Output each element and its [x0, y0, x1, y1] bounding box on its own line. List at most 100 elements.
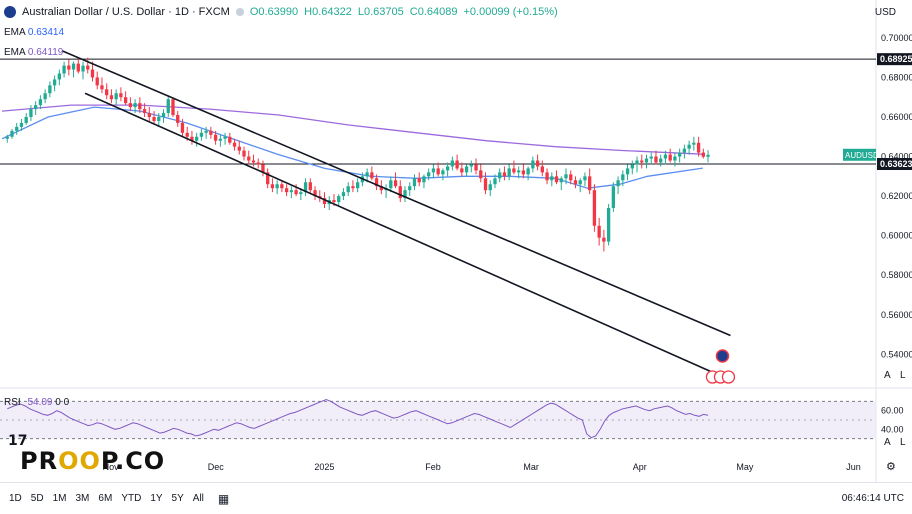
candle-body	[445, 166, 450, 171]
timeframe-1m[interactable]: 1M	[52, 493, 67, 504]
candle-body	[427, 172, 431, 177]
chart-canvas[interactable]: 0.70000 0.68000 0.66000 0.64000 0.62000 0.600…	[0, 0, 912, 482]
timeframe-5d[interactable]: 5D	[30, 493, 44, 504]
y-tick-label-4: 0.62000	[881, 191, 912, 201]
candle-body	[578, 180, 582, 185]
candle	[540, 160, 544, 177]
log-scale-button[interactable]: L	[900, 370, 906, 381]
candle	[422, 174, 426, 189]
candle	[569, 170, 573, 185]
candle-body	[630, 164, 634, 169]
candle-body	[507, 168, 511, 177]
candle-body	[516, 170, 521, 173]
candle-body	[176, 115, 180, 123]
candle	[659, 154, 663, 167]
rsi-legend[interactable]: RSI 54.09 0 0	[4, 397, 69, 408]
candle-body	[488, 184, 492, 191]
candle	[142, 103, 147, 117]
current-price-symbol-label: AUDUSD	[845, 151, 879, 160]
candle	[19, 118, 24, 131]
candle	[199, 128, 204, 141]
candle-body	[408, 186, 412, 191]
candle-body	[161, 113, 166, 117]
candle	[10, 128, 14, 139]
timeframe-ytd[interactable]: YTD	[121, 493, 142, 504]
candle	[488, 180, 492, 197]
candle-body	[398, 186, 402, 199]
candle	[606, 204, 611, 246]
candle-body	[114, 93, 118, 100]
candle-body	[19, 122, 24, 127]
candle-body	[223, 136, 227, 139]
tradingview-logo: 17	[8, 433, 28, 449]
auto-scale-button[interactable]: A	[884, 370, 891, 381]
candle-body	[57, 73, 61, 80]
timeframe-1y[interactable]: 1Y	[150, 493, 163, 504]
candle-body	[67, 65, 71, 70]
chart-settings-gear-icon[interactable]: ⚙	[886, 461, 896, 473]
ema-slow-legend[interactable]: EMA 0.64119	[4, 47, 63, 58]
rsi-log-scale-button[interactable]: L	[900, 437, 906, 448]
trendline-0	[61, 50, 731, 337]
candle-body	[696, 142, 701, 153]
candle-body	[663, 154, 668, 159]
timeframe-6m[interactable]: 6M	[98, 493, 113, 504]
candle-body	[379, 186, 383, 191]
candle	[218, 134, 222, 147]
bottom-toolbar: 1D 5D 1M 3M 6M YTD 1Y 5Y All ▦ 06:46:14 …	[0, 482, 912, 514]
candle	[270, 178, 275, 193]
logo-goggles-icon: OO	[58, 447, 101, 475]
symbol-title[interactable]: Australian Dollar / U.S. Dollar · 1D · F…	[22, 6, 230, 18]
ohlc-close: C0.64089	[409, 6, 458, 18]
candle	[161, 109, 166, 123]
candle	[147, 107, 151, 121]
candle-body	[299, 192, 303, 195]
candle-body	[531, 160, 535, 169]
utc-clock[interactable]: 06:46:14 UTC	[841, 493, 904, 504]
candle	[71, 61, 76, 78]
candle-body	[341, 192, 346, 197]
candle-body	[209, 130, 213, 135]
candle-body	[540, 166, 544, 173]
timeframe-5y[interactable]: 5Y	[171, 493, 184, 504]
candle	[15, 122, 19, 135]
candle-body	[218, 138, 222, 141]
candle	[43, 89, 47, 104]
candle-body	[403, 190, 407, 199]
candle-body	[332, 200, 336, 203]
candle	[427, 168, 431, 181]
date-range-calendar-icon[interactable]: ▦	[217, 491, 230, 506]
candle-body	[677, 152, 682, 157]
currency-selector[interactable]: USD	[874, 7, 896, 18]
candle-body	[190, 136, 194, 141]
candle	[673, 152, 677, 167]
horizontal-level-label-0: 0.68925	[880, 54, 912, 64]
candle	[247, 150, 251, 165]
candle	[128, 97, 133, 112]
ema-slow-value: 0.64119	[27, 47, 64, 58]
candle-body	[616, 180, 620, 187]
candle-body	[147, 113, 151, 117]
candle-body	[483, 178, 488, 191]
timeframe-3m[interactable]: 3M	[75, 493, 90, 504]
timeframe-all[interactable]: All	[192, 493, 204, 504]
candle	[597, 217, 601, 246]
candle-body	[38, 99, 43, 106]
candle-body	[559, 178, 563, 183]
candle	[621, 170, 625, 187]
candle-body	[464, 166, 469, 173]
y-tick-label-0: 0.70000	[881, 33, 912, 43]
candle-body	[502, 172, 507, 177]
candle	[195, 132, 199, 147]
rsi-auto-scale-button[interactable]: A	[884, 437, 891, 448]
ema-fast-legend[interactable]: EMA 0.63414	[4, 27, 64, 38]
y-tick-label-1: 0.68000	[881, 72, 912, 82]
ohlc-high: H0.64322	[304, 6, 352, 18]
x-tick-label-3: Feb	[425, 462, 441, 472]
ema-fast-line	[1, 106, 703, 189]
candle	[370, 166, 374, 181]
candle	[384, 184, 388, 199]
timeframe-1d[interactable]: 1D	[9, 493, 22, 504]
candle-body	[498, 172, 502, 179]
candle-body	[351, 186, 355, 189]
